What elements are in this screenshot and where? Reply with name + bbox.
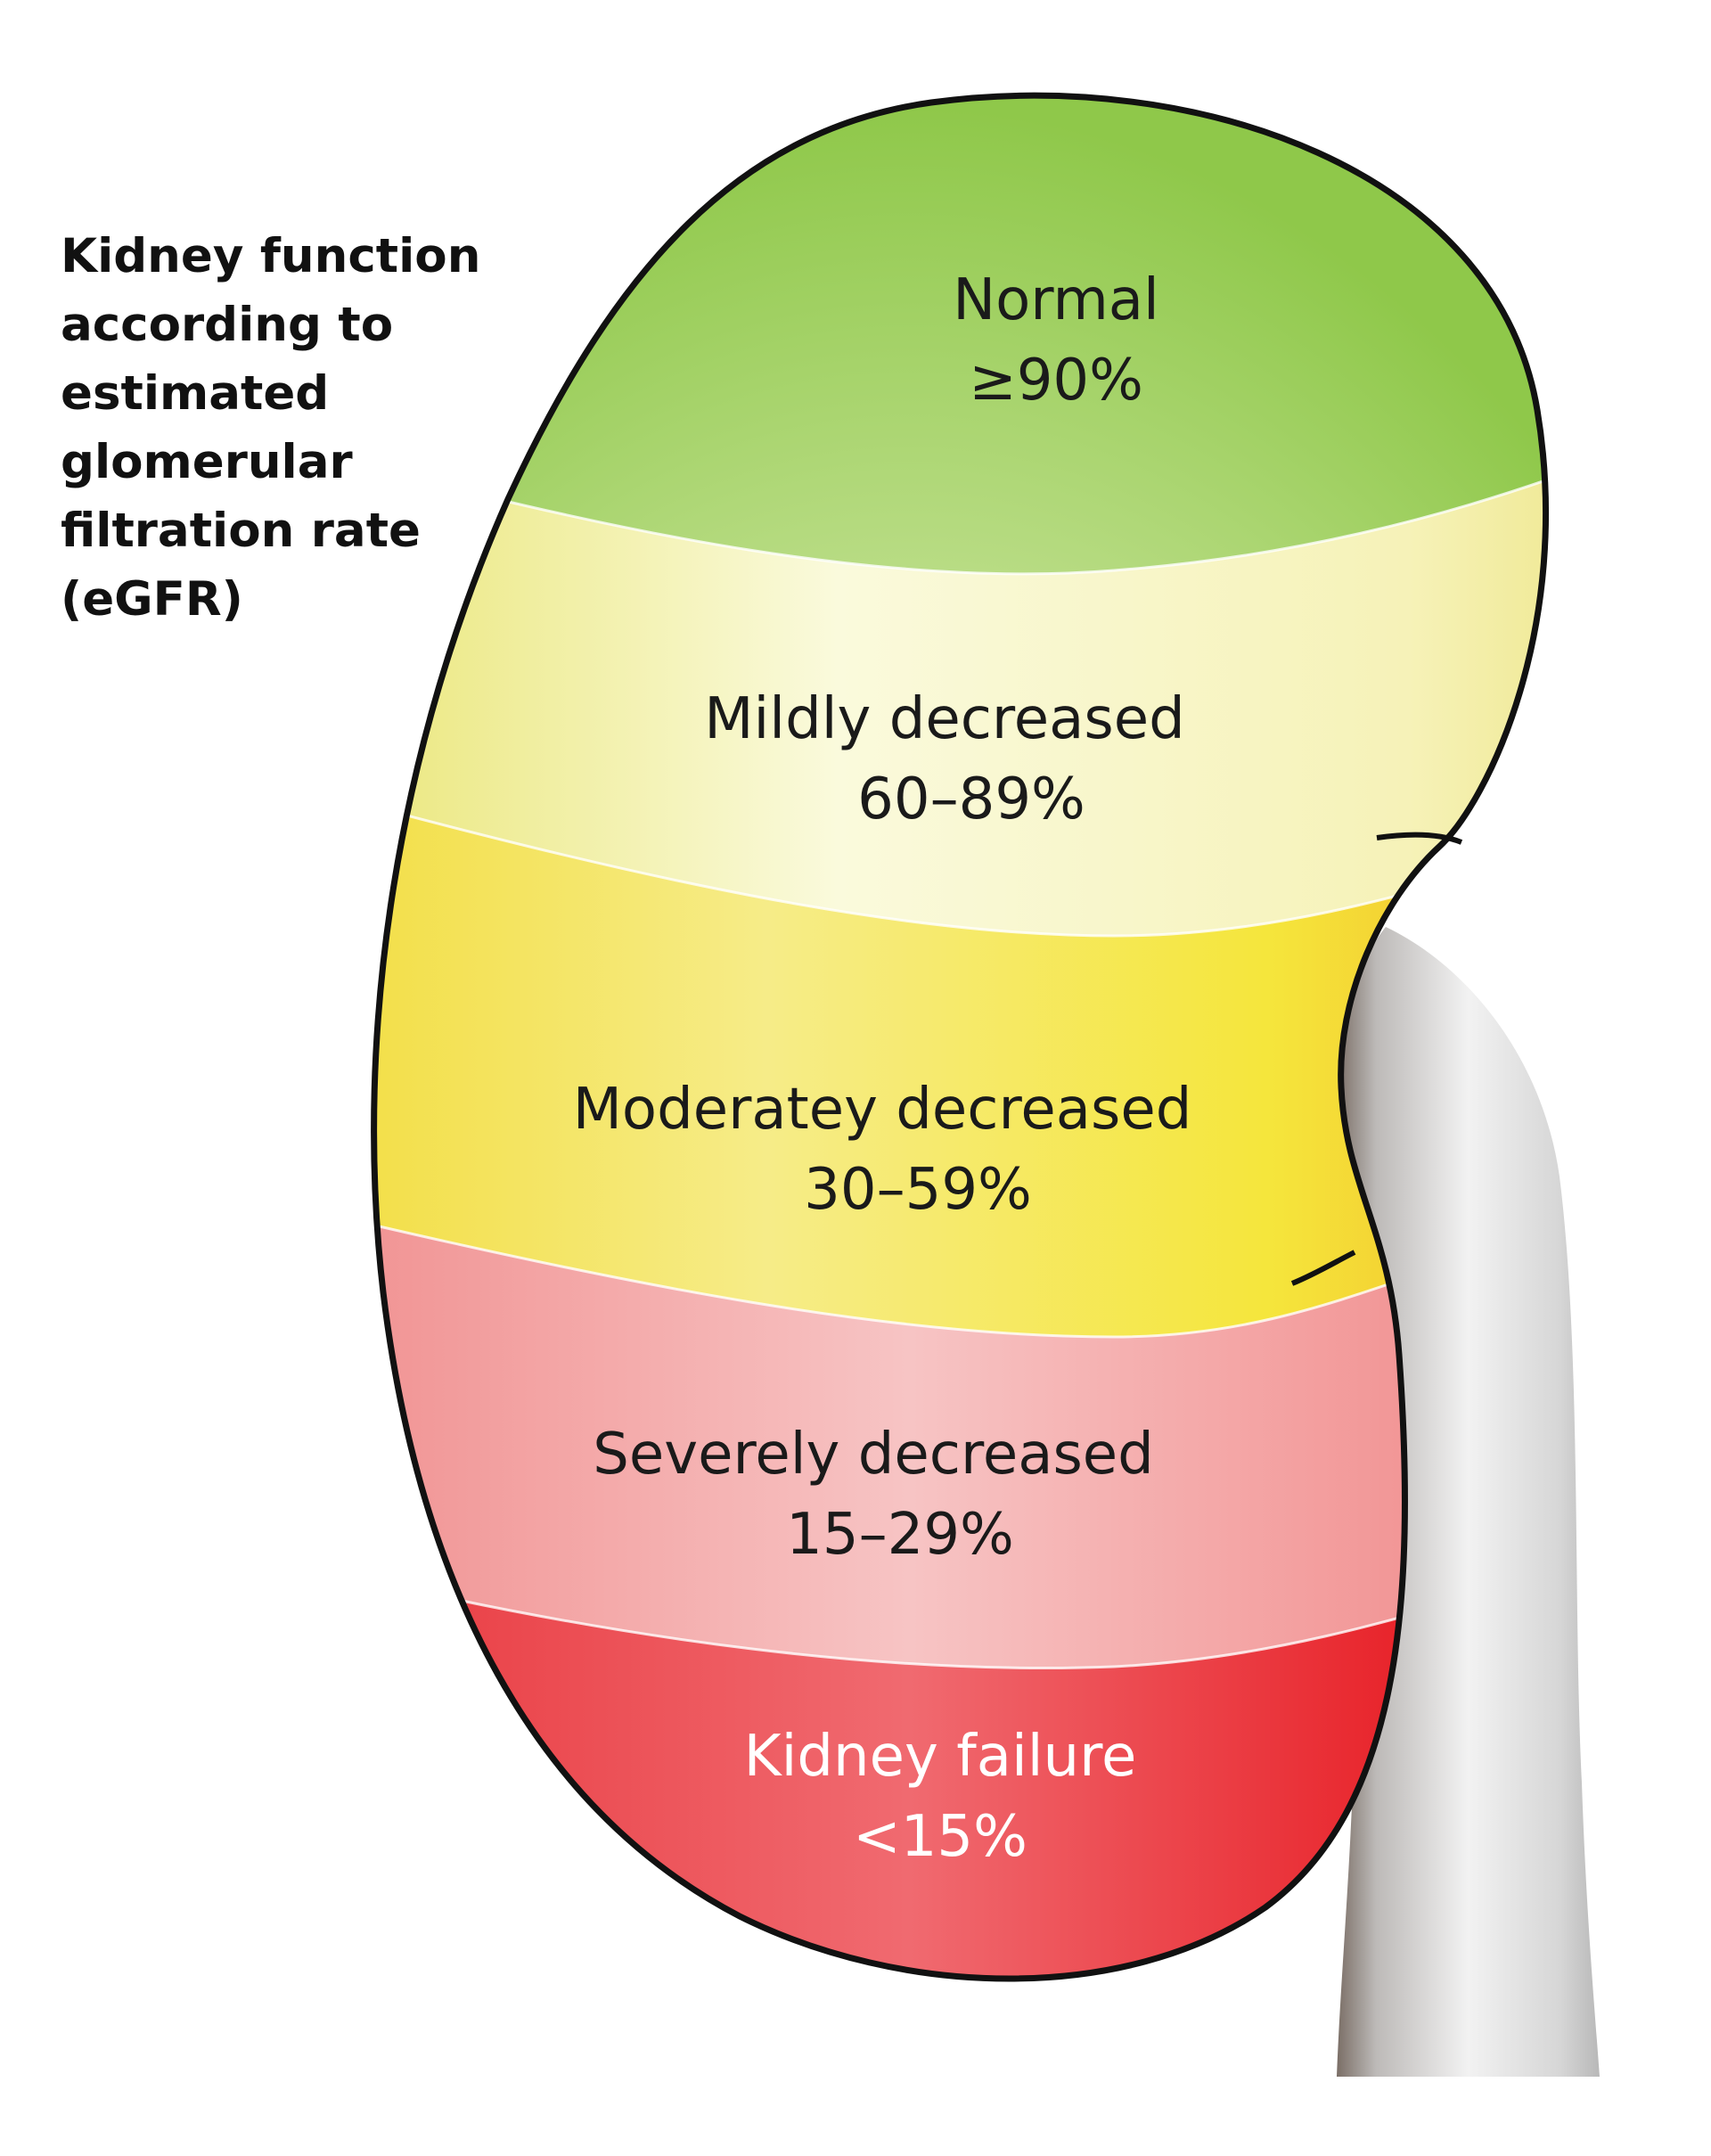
title-line-2: according to [61,298,393,352]
diagram-title: Kidney function according to estimated g… [61,229,480,627]
zone-mild-label: Mildly decreased [704,686,1184,752]
title-line-5: filtration rate [61,504,421,558]
zone-moderate-range: 30–59% [804,1157,1032,1223]
title-line-4: glomerular [61,435,353,489]
zone-mild-range: 60–89% [857,766,1085,832]
zone-normal-range: ≥90% [969,348,1143,414]
zone-failure-range: <15% [853,1804,1027,1870]
zone-failure-band [373,1569,1546,1980]
zone-labels: Normal ≥90% Mildly decreased 60–89% Mode… [573,267,1192,1870]
zone-failure-label: Kidney failure [744,1724,1137,1790]
zone-severe-label: Severely decreased [593,1422,1154,1488]
zone-boundary-3 [373,1219,1445,1339]
zone-boundary-1 [373,462,1546,576]
zone-severe-range: 15–29% [786,1502,1014,1568]
title-line-3: estimated [61,366,329,421]
zone-normal-label: Normal [953,267,1159,333]
hilum-line-top [1376,832,1463,845]
ureter-tube [1337,927,1600,2077]
title-line-6: (eGFR) [61,572,243,627]
title-line-1: Kidney function [61,229,480,283]
zone-moderate-label: Moderatey decreased [573,1077,1192,1143]
kidney-outline [371,92,1550,1982]
hilum-line-bottom [1290,1250,1356,1286]
